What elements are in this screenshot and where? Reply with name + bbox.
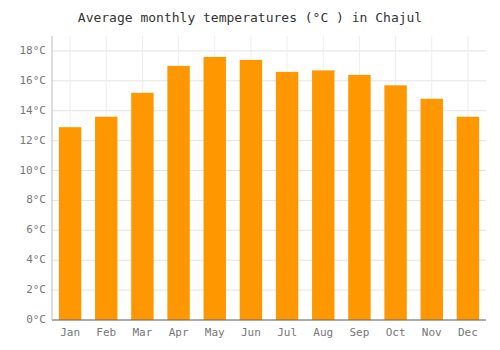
bar (204, 57, 226, 320)
x-tick-label: Apr (169, 326, 189, 339)
bar (348, 75, 370, 320)
bar (95, 117, 117, 320)
bar (457, 117, 479, 320)
y-tick-label: 6°C (26, 223, 46, 236)
bar (384, 85, 406, 320)
x-tick-label: May (205, 326, 225, 339)
bar (421, 99, 443, 320)
bar (276, 72, 298, 320)
x-tick-label: Jan (60, 326, 80, 339)
bar (312, 70, 334, 320)
y-axis-line (52, 36, 53, 320)
y-tick-label: 12°C (20, 134, 47, 147)
y-grid-line (52, 50, 486, 51)
bar (167, 66, 189, 320)
y-grid-line (52, 320, 486, 321)
x-tick-label: Sep (349, 326, 369, 339)
x-tick-label: Oct (386, 326, 406, 339)
x-axis-line (52, 320, 486, 321)
bar (240, 60, 262, 320)
y-tick-label: 2°C (26, 283, 46, 296)
y-tick-label: 4°C (26, 253, 46, 266)
title: Average monthly temperatures (°C ) in Ch… (78, 10, 422, 25)
bars (59, 57, 479, 320)
x-tick-label: Feb (96, 326, 116, 339)
y-tick-label: 18°C (20, 44, 47, 57)
bar (131, 93, 153, 320)
x-tick-label: Jul (277, 326, 297, 339)
x-tick-label: Dec (458, 326, 478, 339)
y-tick-label: 8°C (26, 193, 46, 206)
x-tick-label: Nov (422, 326, 442, 339)
chart: 0°C 2°C 4°C 6°C 8°C 10°C 12°C 14°C 16°C 18°C Jan Fe… (0, 0, 500, 350)
y-grid-line (52, 80, 486, 81)
x-tick-label: Aug (313, 326, 333, 339)
y-tick-label: 0°C (26, 313, 46, 326)
y-tick-label: 16°C (20, 74, 47, 87)
y-tick-label: 10°C (20, 164, 47, 177)
chart-container: 0°C 2°C 4°C 6°C 8°C 10°C 12°C 14°C 16°C 18°C Jan Fe… (0, 0, 500, 350)
x-tick-label: Mar (132, 326, 152, 339)
grid (52, 36, 486, 320)
bar (59, 127, 81, 320)
y-tick-label: 14°C (20, 104, 47, 117)
x-tick-label: Jun (241, 326, 261, 339)
